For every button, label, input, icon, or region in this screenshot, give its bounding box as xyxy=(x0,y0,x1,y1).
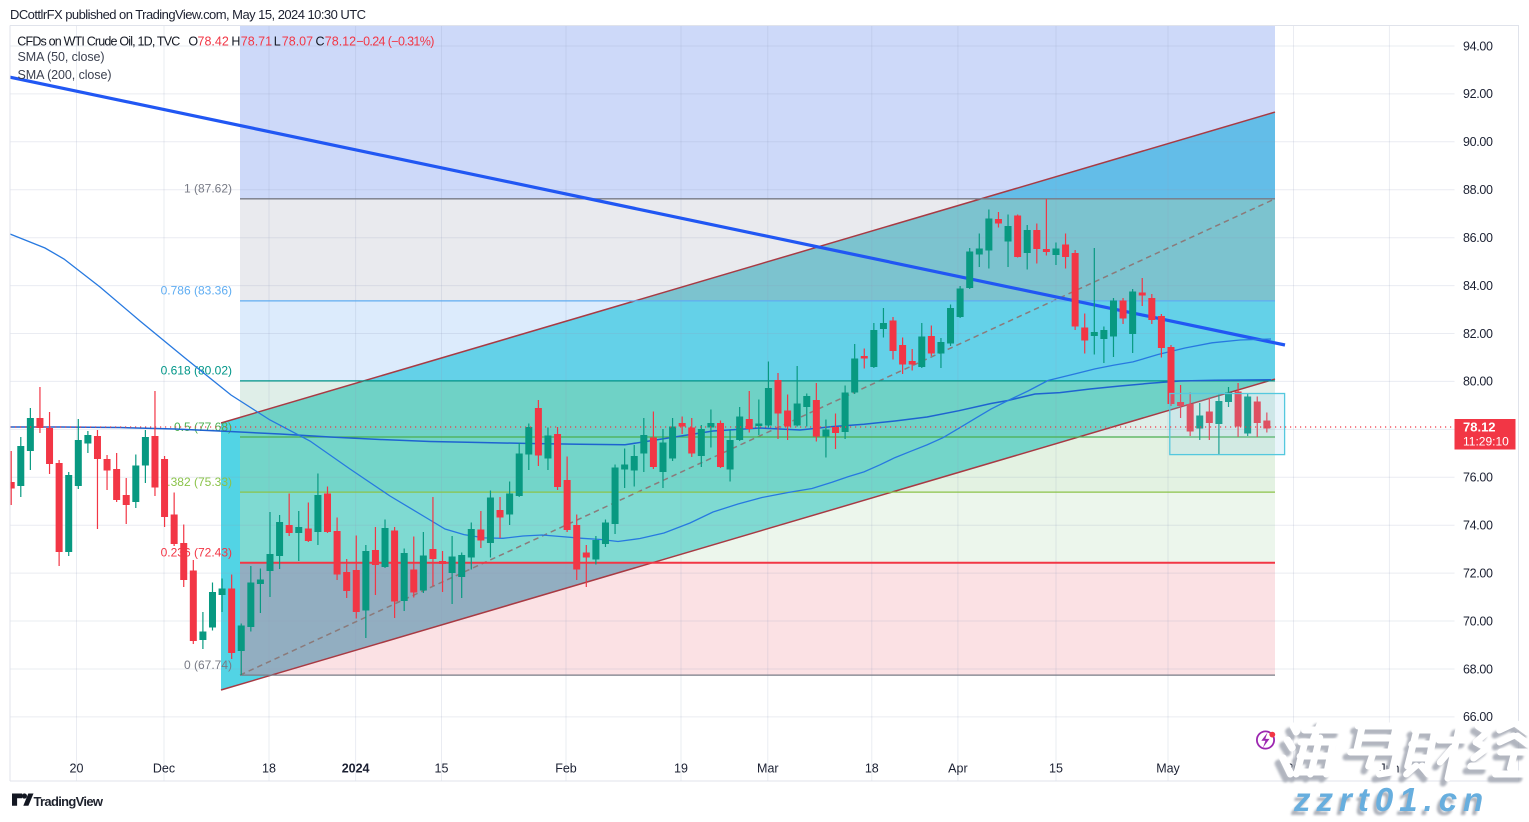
svg-text:76.00: 76.00 xyxy=(1463,471,1493,485)
svg-text:SMA (200, close): SMA (200, close) xyxy=(18,68,112,82)
svg-text:11:29:10: 11:29:10 xyxy=(1463,435,1509,449)
svg-text:O: O xyxy=(188,35,198,49)
svg-text:May: May xyxy=(1156,762,1180,776)
svg-text:78.71: 78.71 xyxy=(241,35,272,49)
svg-text:zzrt01.cn: zzrt01.cn xyxy=(1290,785,1486,817)
svg-text:Dec: Dec xyxy=(153,762,175,776)
svg-text:0.382 (75.33): 0.382 (75.33) xyxy=(161,475,232,489)
svg-text:0.618 (80.02): 0.618 (80.02) xyxy=(161,364,232,378)
svg-text:CFDs on WTI Crude Oil, 1D, TVC: CFDs on WTI Crude Oil, 1D, TVC xyxy=(17,35,180,49)
svg-text:0.786 (83.36): 0.786 (83.36) xyxy=(161,284,232,298)
svg-text:80.00: 80.00 xyxy=(1463,375,1493,389)
svg-text:94.00: 94.00 xyxy=(1463,39,1493,53)
svg-text:Feb: Feb xyxy=(555,762,577,776)
svg-text:68.00: 68.00 xyxy=(1463,662,1493,676)
svg-text:72.00: 72.00 xyxy=(1463,566,1493,580)
svg-text:zzrt01.cn: zzrt01.cn xyxy=(1293,781,1489,817)
svg-text:78.12: 78.12 xyxy=(1463,420,1496,435)
svg-text:84.00: 84.00 xyxy=(1463,279,1493,293)
svg-text:92.00: 92.00 xyxy=(1463,87,1493,101)
svg-text:82.00: 82.00 xyxy=(1463,327,1493,341)
svg-text:0 (67.74): 0 (67.74) xyxy=(184,658,232,672)
svg-text:15: 15 xyxy=(435,762,449,776)
svg-text:86.00: 86.00 xyxy=(1463,231,1493,245)
svg-text:88.00: 88.00 xyxy=(1463,183,1493,197)
svg-text:L: L xyxy=(274,35,281,49)
svg-text:15: 15 xyxy=(1049,762,1063,776)
svg-text:H: H xyxy=(231,35,240,49)
svg-text:SMA (50, close): SMA (50, close) xyxy=(18,50,105,64)
svg-text:19: 19 xyxy=(674,762,688,776)
svg-text:78.07: 78.07 xyxy=(282,35,313,49)
svg-text:C: C xyxy=(316,35,325,49)
svg-text:1 (87.62): 1 (87.62) xyxy=(184,182,232,196)
svg-text:74.00: 74.00 xyxy=(1463,519,1493,533)
svg-text:Apr: Apr xyxy=(948,762,967,776)
svg-text:2024: 2024 xyxy=(342,762,370,776)
svg-text:18: 18 xyxy=(865,762,879,776)
svg-text:90.00: 90.00 xyxy=(1463,135,1493,149)
svg-text:78.12: 78.12 xyxy=(325,35,356,49)
svg-text:18: 18 xyxy=(262,762,276,776)
svg-text:DCottlrFX published on Trading: DCottlrFX published on TradingView.com, … xyxy=(10,7,366,22)
svg-text:66.00: 66.00 xyxy=(1463,710,1493,724)
svg-text:−0.24 (−0.31%): −0.24 (−0.31%) xyxy=(356,35,434,49)
svg-text:78.42: 78.42 xyxy=(198,35,229,49)
svg-text:70.00: 70.00 xyxy=(1463,614,1493,628)
svg-text:TradingView: TradingView xyxy=(34,794,104,809)
svg-text:20: 20 xyxy=(70,762,84,776)
svg-text:Mar: Mar xyxy=(757,762,779,776)
svg-text:0.236 (72.43): 0.236 (72.43) xyxy=(161,546,232,560)
